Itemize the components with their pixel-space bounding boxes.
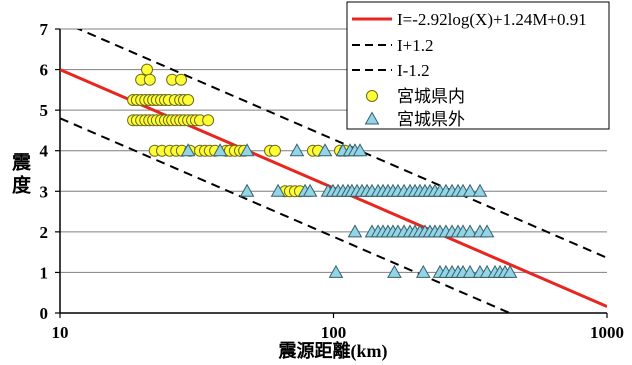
legend-box (346, 1, 610, 130)
data-point-triangle (180, 143, 196, 157)
data-point-triangle (415, 264, 431, 278)
data-point-triangle (462, 183, 478, 197)
legend-triangle-marker (364, 111, 380, 125)
y-tick-label: 4 (40, 142, 49, 161)
y-tick-label: 2 (40, 223, 49, 242)
axis-ticks: 0 1 2 3 4 5 6 7 10 100 1000 (40, 20, 625, 342)
y-tick-label: 6 (40, 61, 49, 80)
y-tick-label: 5 (40, 101, 49, 120)
data-point-triangle (479, 224, 495, 238)
data-point-triangle (317, 143, 333, 157)
legend-circle-marker (366, 90, 378, 102)
y-tick-label: 3 (40, 182, 49, 201)
legend-outside-miyagi-label: 宮城県外 (397, 110, 465, 129)
legend-regression-label: I=-2.92log(X)+1.24M+0.91 (397, 10, 587, 29)
data-points (127, 63, 518, 278)
y-tick-label: 1 (40, 263, 49, 282)
data-point-triangle (472, 183, 488, 197)
data-point-circle (202, 114, 215, 127)
legend-upper-bound-label: I+1.2 (397, 36, 434, 55)
data-point-triangle (347, 224, 363, 238)
data-point-triangle (502, 264, 518, 278)
data-point-triangle (302, 183, 318, 197)
x-tick-label: 100 (321, 323, 347, 342)
data-point-triangle (212, 143, 228, 157)
legend-inside-miyagi-label: 宮城県内 (397, 87, 465, 106)
upper-bound-line (76, 29, 607, 259)
data-point-circle (140, 63, 153, 76)
y-tick-label: 7 (40, 20, 49, 39)
y-tick-label: 0 (40, 304, 49, 323)
data-point-triangle (289, 143, 305, 157)
data-point-triangle (239, 183, 255, 197)
data-point-triangle (387, 264, 402, 278)
data-point-triangle (328, 264, 344, 278)
x-tick-label: 10 (52, 323, 69, 342)
data-point-triangle (462, 264, 478, 278)
legend-lower-bound-label: I-1.2 (397, 61, 430, 80)
data-point-triangle (352, 143, 368, 157)
legend: I=-2.92log(X)+1.24M+0.91 I+1.2 I-1.2 宮城県… (346, 1, 610, 130)
data-point-triangle (239, 143, 255, 157)
data-point-triangle (462, 224, 478, 238)
data-point-circle (182, 94, 195, 106)
data-point-triangle (270, 183, 286, 197)
y-axis-title: 震度 (9, 152, 30, 198)
data-point-circle (143, 73, 156, 86)
lower-bound-line (60, 117, 513, 313)
data-point-circle (268, 144, 281, 157)
x-axis-title: 震源距離(km) (278, 341, 388, 361)
data-point-circle (175, 73, 188, 86)
x-tick-label: 1000 (590, 323, 624, 342)
